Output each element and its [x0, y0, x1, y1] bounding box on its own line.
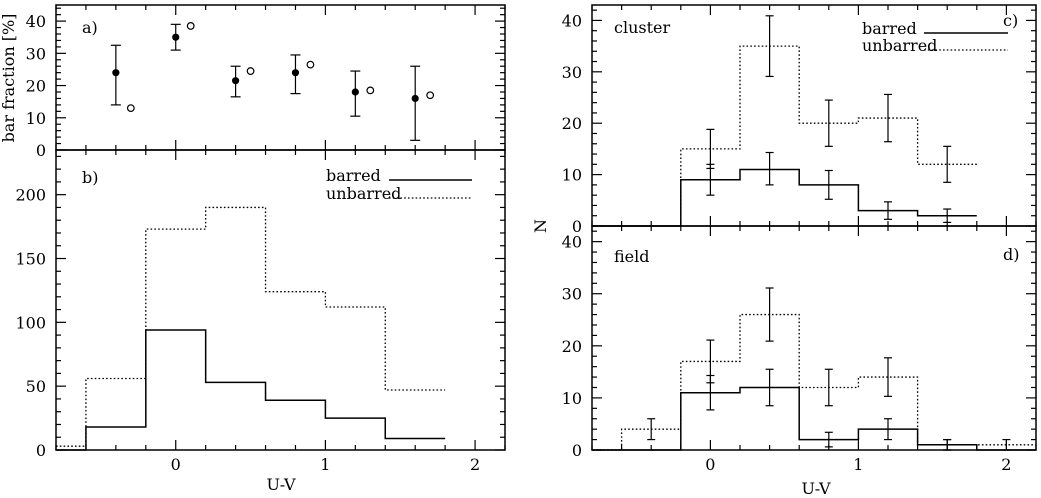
panel-d-frame — [591, 225, 1037, 451]
panel-a-point-filled — [411, 94, 419, 103]
panel-c-barred-histogram — [592, 168, 977, 227]
panel-c-y-tick-label: 40 — [562, 11, 582, 30]
panel-d-label: d) — [1003, 245, 1019, 264]
panel-a-y-tick-label: 30 — [26, 44, 46, 63]
panel-a-point-open — [366, 86, 375, 95]
panel-a-y-tick-label: 10 — [26, 109, 46, 128]
panel-b-x-tick-label: 0 — [171, 455, 181, 474]
panel-b-y-tick-label: 100 — [15, 313, 46, 332]
panel-a-y-axis-label: bar fraction [%] — [0, 14, 18, 143]
panel-b-x-tick-label: 1 — [320, 455, 330, 474]
panel-d-x-axis-label: U-V — [802, 479, 831, 498]
panel-d-barred-histogram — [592, 386, 1036, 451]
panel-d-title: field — [614, 247, 650, 266]
panel-a-point-filled — [291, 69, 300, 77]
panel-b-y-tick-label: 150 — [15, 250, 46, 269]
panel-d-y-tick-label: 40 — [562, 233, 582, 252]
panel-a-y-tick-label: 0 — [36, 141, 46, 160]
panel-c-y-tick-label: 0 — [572, 217, 582, 236]
panel-b-y-tick-label: 50 — [26, 377, 46, 396]
panel-a-point-open — [246, 67, 255, 75]
panel-c-y-tick-label: 30 — [562, 63, 582, 82]
panel-c-legend-label-barred: barred — [862, 19, 917, 38]
panel-c-frame — [591, 4, 1037, 227]
panel-a-frame — [55, 4, 506, 151]
panel-a-label: a) — [82, 18, 98, 37]
panel-c-y-axis-label: N — [531, 219, 550, 233]
panel-b-legend-label-barred: barred — [326, 166, 381, 185]
panel-a-y-tick-label: 40 — [26, 12, 46, 31]
panel-c-y-tick-label: 10 — [562, 166, 582, 185]
panel-a-point-filled — [112, 69, 120, 77]
panel-d-x-tick-label: 2 — [1001, 455, 1011, 474]
panel-d-y-tick-label: 0 — [572, 441, 582, 460]
panel-b-y-tick-label: 0 — [36, 441, 46, 460]
panel-d-y-tick-label: 30 — [562, 285, 582, 304]
panel-a-y-tick-label: 20 — [26, 77, 46, 96]
panel-b-y-tick-label: 200 — [15, 186, 46, 205]
panel-d-y-tick-label: 10 — [562, 389, 582, 408]
panel-c-legend-label-unbarred: unbarred — [862, 36, 937, 55]
panel-c-label: c) — [1003, 11, 1018, 30]
panel-d-x-tick-label: 0 — [705, 455, 715, 474]
panel-b-legend-label-unbarred: unbarred — [326, 184, 401, 203]
panel-b-x-tick-label: 2 — [470, 455, 480, 474]
panel-c-title: cluster — [614, 18, 670, 37]
panel-d-y-tick-label: 20 — [562, 337, 582, 356]
panel-b-unbarred-histogram — [56, 206, 446, 447]
panel-a-point-filled — [172, 33, 180, 41]
panel-a-point-open — [426, 91, 435, 100]
panel-b-barred-histogram — [56, 329, 446, 451]
panel-d-x-tick-label: 1 — [853, 455, 863, 474]
panel-a-point-open — [306, 60, 315, 69]
panel-c-unbarred-histogram — [592, 45, 977, 227]
panel-a-point-open — [126, 104, 135, 113]
panel-b-x-axis-label: U-V — [267, 475, 296, 494]
panel-a-point-open — [186, 22, 195, 30]
panel-c-y-tick-label: 20 — [562, 114, 582, 133]
panel-b-label: b) — [82, 168, 98, 187]
panel-a-point-filled — [351, 88, 359, 96]
panel-a-point-filled — [232, 77, 240, 85]
panel-b-frame — [55, 149, 506, 451]
panel-d-unbarred-histogram — [592, 313, 1036, 451]
